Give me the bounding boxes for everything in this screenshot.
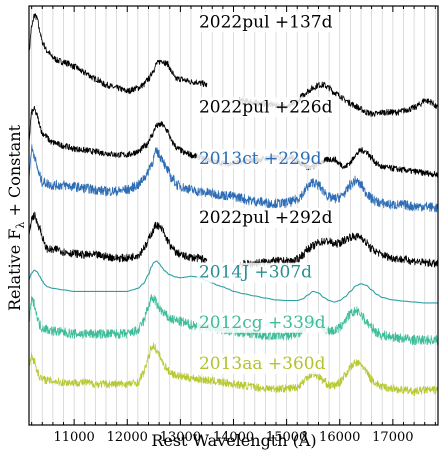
x-tick-label: 12000: [107, 430, 148, 445]
annotation-anchor: [196, 148, 324, 169]
y-axis-title-main: Relative F: [5, 229, 24, 311]
y-axis-title-suffix: + Constant: [5, 124, 24, 221]
spectrum-line: [28, 260, 438, 304]
annotation-anchor: [196, 97, 335, 118]
annotation-anchor: [196, 12, 335, 33]
series-label: 2022pul +226d: [199, 97, 333, 117]
annotation-anchor: [196, 262, 315, 283]
annotation-anchor: [196, 208, 335, 229]
x-tick-label: 15000: [266, 430, 307, 445]
annotation-anchor: [196, 312, 328, 333]
y-axis-title: Relative Fλ + Constant: [5, 124, 27, 311]
x-axis-title: Rest Wavelength (Å): [151, 430, 316, 450]
x-tick-label: 13000: [160, 430, 201, 445]
spectrum-line: [28, 211, 439, 269]
spectrum-line: [28, 144, 439, 213]
series-label: 2022pul +292d: [199, 208, 333, 228]
series-label: 2014J +307d: [199, 263, 312, 283]
spectrum-line: [28, 342, 439, 396]
x-tick-label: 11000: [53, 430, 94, 445]
annotation-anchor: [196, 353, 328, 374]
series-label: 2022pul +137d: [199, 12, 333, 32]
series-label: 2013ct +229d: [199, 149, 322, 169]
x-tick-label: 17000: [372, 430, 413, 445]
series-label: 2012cg +339d: [199, 313, 326, 333]
y-axis-title-sub: λ: [14, 222, 27, 229]
x-tick-label: 14000: [213, 430, 254, 445]
x-tick-label: 16000: [319, 430, 360, 445]
series-label: 2013aa +360d: [199, 354, 326, 374]
x-axis-ticks: 11000 12000 13000 14000 15000 16000 17000: [31, 6, 436, 445]
annotation-layer: 2022pul +137d 2022pul +226d 2013ct +229d 20…: [196, 12, 335, 374]
